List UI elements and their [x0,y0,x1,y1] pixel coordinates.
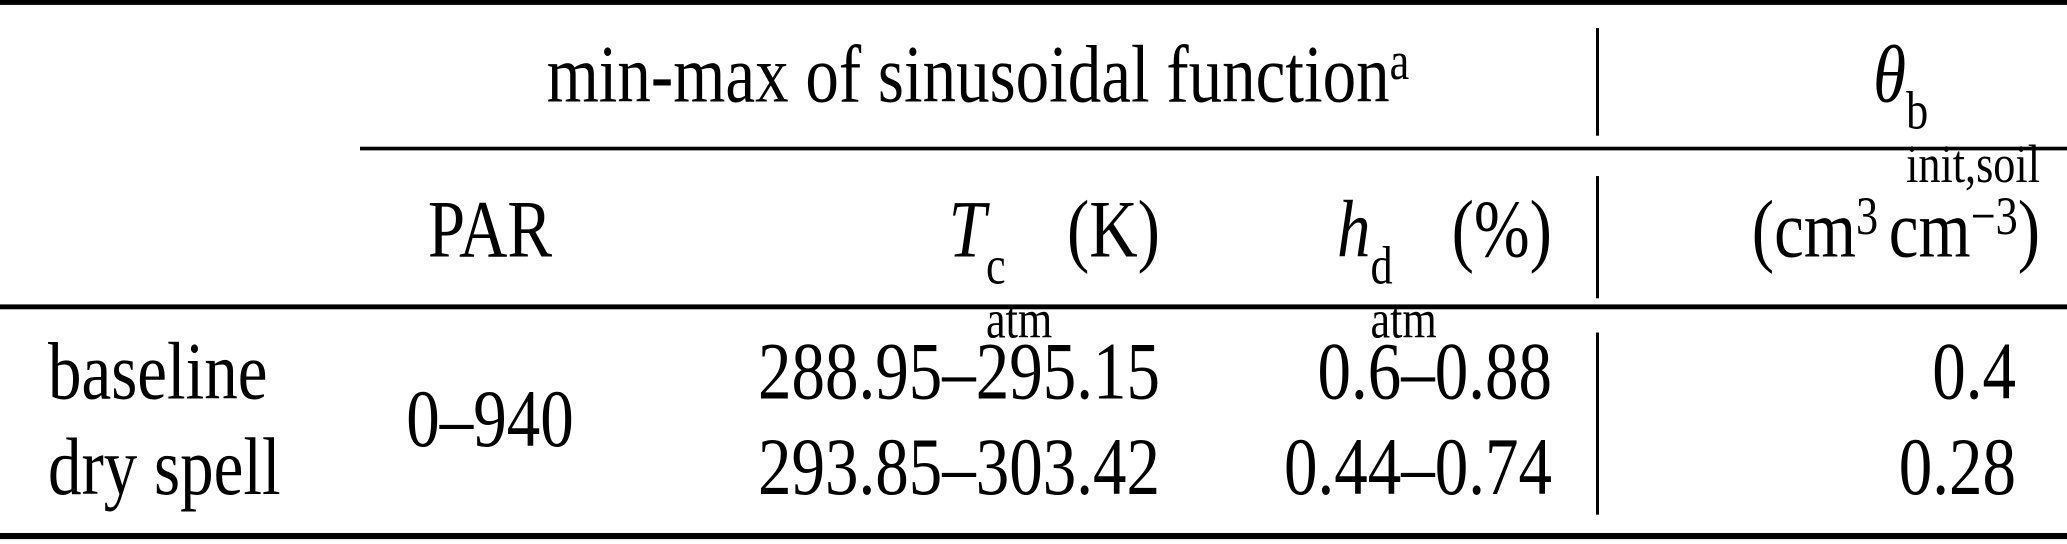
theta-symbol: θ [1873,29,1907,120]
column-separator-header-row1 [1596,28,1599,136]
footnote-marker-b: b [1906,80,1929,141]
group-header-label: min-max of sinusoidal function [546,29,1390,120]
header-bottom-rule [0,304,2067,310]
par-label: PAR [427,184,553,276]
theta-unit-exponent-minus3: −3 [1970,186,2018,247]
column-header-h-atm: h d atm (%) [1180,189,1552,347]
theta-unit-exponent-3: 3 [1855,186,1879,247]
t-subscript: atm [985,290,1053,351]
cell-h-atm-dry-spell: 0.44–0.74 [1284,421,1552,513]
footnote-marker-d: d [1370,236,1393,296]
cell-h-atm-baseline: 0.6–0.88 [1317,326,1553,417]
table-bottom-rule [0,533,2067,540]
h-supsub: d atm [1370,236,1437,351]
cell-theta-init-dry-spell: 0.28 [1898,421,2016,513]
footnote-marker-c: c [985,236,1006,296]
cell-t-atm-baseline: 288.95–295.15 [758,326,1160,417]
h-subscript: atm [1370,290,1437,351]
footnote-marker-a: a [1389,31,1410,91]
column-separator-header-row2 [1596,176,1599,299]
theta-unit-suffix: ) [2017,184,2040,276]
column-separator-body [1596,332,1599,515]
t-unit: (K) [1066,184,1160,276]
t-symbol: T [948,184,986,276]
h-unit: (%) [1451,184,1552,276]
theta-unit-prefix: (cm [1751,184,1856,276]
theta-unit-mid: cm [1888,184,1971,276]
theta-subscript: init,soil [1906,134,2040,195]
row-label-dry-spell: dry spell [48,421,281,513]
theta-supsub: b init,soil [1906,84,2040,192]
row-label-baseline: baseline [48,326,268,417]
cell-par-range-shared: 0–940 [406,374,574,465]
cell-theta-init-baseline: 0.4 [1932,326,2016,417]
group-header-minmax: min-max of sinusoidal functiona [360,34,1596,116]
cell-t-atm-dry-spell: 293.85–303.42 [758,421,1160,513]
h-symbol: h [1337,184,1371,276]
column-header-theta-init-soil: θ b init,soil [1640,34,2040,192]
column-header-par: PAR [355,189,625,271]
group-header-underline-rule [360,146,2067,151]
t-supsub: c atm [985,236,1053,351]
column-header-theta-unit: (cm3 cm−3) [1640,189,2040,271]
table-top-rule [0,0,2067,5]
